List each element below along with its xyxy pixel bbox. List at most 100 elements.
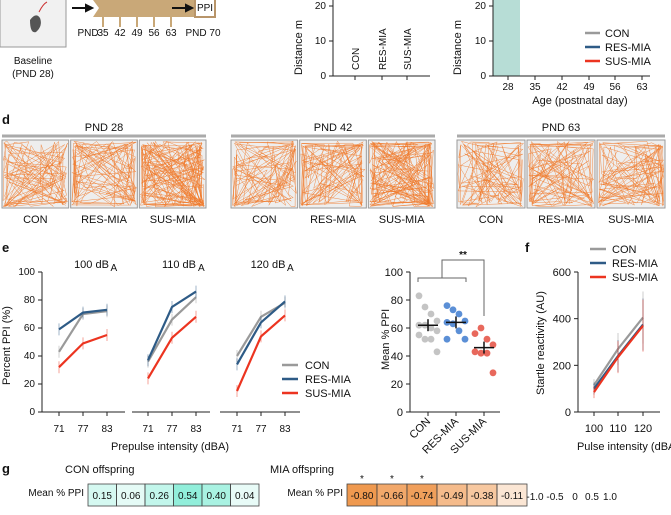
c-xtick-label: 49 [583,82,595,93]
locomotion-track [2,140,68,208]
data-point [461,335,469,343]
e-xtick-label: 77 [166,424,178,435]
ppi-box [194,0,216,18]
f-ytick-label: 600 [553,267,571,279]
e-xlabel: Prepulse intensity (dBA) [111,441,229,453]
significance-bracket [417,259,485,316]
test-day-label: 49 [131,28,143,39]
e-xtick-label: 83 [190,424,202,435]
data-point [471,330,479,337]
mean-ytick-label: 40 [391,351,403,363]
line-con [236,301,286,357]
heatmap-group-title: MIA offspring [270,464,334,476]
c-xtick-label: 56 [609,82,621,93]
pnd-prefix: PND [77,28,98,39]
arena-label: RES-MIA [538,214,585,226]
data-point [471,348,479,356]
data-point [427,324,435,332]
mean-ytick-label: 80 [391,295,403,307]
heatmap-cell-value: -0.11 [501,491,523,502]
locomotion-track [139,140,206,208]
legend-label: RES-MIA [605,42,652,54]
e-ytick-label: 0 [29,407,35,418]
locomotion-track [457,140,525,208]
group-title: PND 42 [314,122,353,134]
timeline-ticks [102,17,172,27]
data-point [483,349,491,357]
data-point [483,335,491,343]
b-category-label: SUS-MIA [403,28,414,70]
heatmap-row-label: Mean % PPI [287,488,343,499]
b-ytick-label: 0 [320,71,326,82]
data-point [477,349,485,357]
mouse-tail [38,1,48,13]
line-con [58,310,108,353]
legend-label: CON [305,360,330,372]
e-ylabel: Percent PPI (%) [1,306,13,385]
locomotion-track [598,141,665,207]
line-sus-mia [147,315,197,379]
test-day-label: 56 [148,28,160,39]
line-res-mia [146,290,197,361]
data-point [477,324,485,332]
data-point [449,306,457,314]
c-xtick-label: 28 [502,82,514,93]
e-subplot-title: 100 dB [74,259,109,271]
f-xlabel: Pulse intensity (dBA) [577,441,671,453]
arena-label: SUS-MIA [150,214,197,226]
panel-label-f: f [525,240,530,255]
c-ylabel: Distance m [452,20,464,75]
b-category-label: CON [351,48,362,70]
b-ytick-label: 20 [315,1,327,12]
e-subplot-title-sub: A [287,263,294,274]
color-scale-tick: -0.5 [546,492,564,503]
panel-f: f 0 200 400 600 Startle reactivity (AU) 100 110… [525,240,671,453]
test-day-label: 42 [114,28,126,39]
data-point [443,335,451,343]
heatmap-cell-value: -0.49 [441,491,464,502]
e-xtick-label: 77 [255,424,267,435]
heatmap-cell-value: 0.26 [150,491,170,502]
locomotion-track [299,140,366,207]
significance-stars: ** [459,250,467,261]
test-day-label: 63 [165,28,177,39]
data-point [489,341,497,349]
c-xtick-label: 35 [529,82,541,93]
e-ytick-label: 40 [24,351,36,362]
line-res-mia [236,300,286,365]
legend-label: CON [605,28,630,40]
group-title: PND 63 [542,122,581,134]
b-category-label: RES-MIA [378,28,389,70]
panel-c: Distance m 0 10 20 28 35 42 49 56 63 CON RES-MIA SU… [452,0,652,107]
legend-label: SUS-MIA [612,272,659,284]
color-scale-tick: 0 [572,492,578,503]
line-res-mia [58,308,108,331]
heatmap-cell-value: 0.06 [121,491,141,502]
panel-b: Distance m 0 10 20 CON RES-MIA SUS-MIA [293,0,430,82]
b-ytick-label: 10 [315,36,327,47]
data-point [421,303,429,311]
data-point [415,292,423,300]
e-ytick-label: 100 [18,267,35,278]
data-point [415,331,423,339]
e-subplot-title-sub: A [198,263,205,274]
ppi-box-label: PPI [197,3,213,14]
data-point [433,348,441,356]
data-point [489,369,497,377]
e-subplot-title-sub: A [111,263,118,274]
locomotion-track [369,140,435,208]
c-xtick-label: 42 [556,82,568,93]
f-ylabel: Startle reactivity (AU) [535,291,547,395]
arena-label: CON [479,214,504,226]
f-xtick-label: 110 [609,423,627,435]
arena-label: SUS-MIA [379,214,426,226]
arena-label: CON [252,214,277,226]
data-point [421,335,429,343]
c-ytick-label: 0 [480,71,486,82]
arena-label: RES-MIA [310,214,357,226]
group-title: PND 28 [85,122,124,134]
heatmap-group-title: CON offspring [65,464,135,476]
e-xtick-label: 71 [231,424,243,435]
significance-star: * [390,474,394,485]
